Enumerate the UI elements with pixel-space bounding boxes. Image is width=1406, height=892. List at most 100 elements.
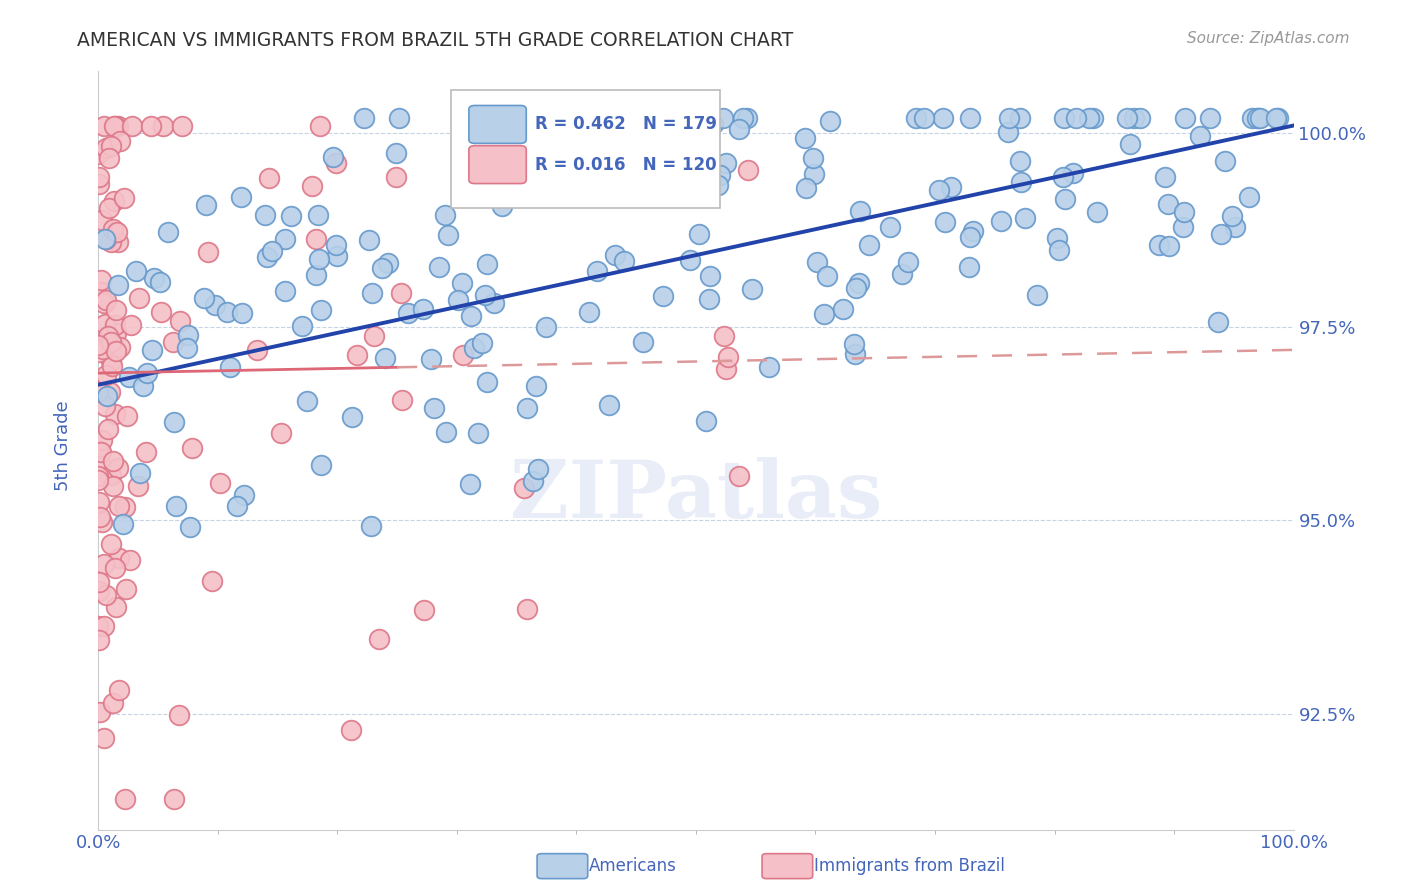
Point (94, 232, 117, 246)
Point (527, 462, 550, 476)
Point (100, 359, 122, 373)
Point (163, 415, 186, 429)
Point (150, 305, 173, 319)
Point (93, 119, 115, 133)
Point (697, 292, 720, 306)
Point (149, 276, 172, 290)
Point (1206, 315, 1229, 329)
Point (225, 499, 247, 513)
Point (87, 147, 110, 161)
Point (103, 119, 125, 133)
Point (1122, 111, 1144, 125)
Point (651, 289, 673, 303)
Point (1173, 205, 1195, 219)
Point (254, 208, 277, 222)
Point (737, 163, 759, 178)
Point (679, 252, 702, 267)
Point (713, 329, 735, 343)
Point (451, 348, 474, 362)
Point (707, 178, 730, 193)
Point (94, 399, 117, 413)
Point (107, 235, 129, 250)
Point (385, 146, 408, 161)
Point (1046, 230, 1069, 244)
Point (391, 393, 413, 408)
Point (550, 170, 572, 185)
Point (709, 169, 731, 183)
Point (714, 361, 737, 376)
Point (105, 225, 128, 239)
Point (94, 141, 117, 155)
Point (301, 179, 323, 194)
Point (578, 305, 600, 319)
Point (934, 215, 956, 229)
Point (1008, 111, 1031, 125)
Point (491, 199, 513, 213)
Point (295, 394, 318, 409)
Point (1010, 154, 1032, 169)
Point (688, 227, 710, 241)
Point (534, 319, 557, 334)
Point (120, 318, 142, 333)
Point (163, 791, 186, 805)
Point (128, 466, 150, 480)
Point (104, 318, 127, 333)
Point (98, 202, 121, 216)
Point (1014, 211, 1036, 226)
Point (813, 308, 835, 322)
Point (699, 268, 721, 283)
Point (447, 293, 470, 307)
Point (103, 194, 125, 208)
Point (87, 169, 110, 184)
Point (217, 305, 239, 319)
Point (94, 368, 117, 382)
Point (231, 306, 253, 320)
Point (912, 111, 935, 125)
Point (598, 398, 620, 412)
Point (359, 233, 381, 247)
Point (513, 481, 536, 495)
Point (1085, 205, 1108, 219)
Point (104, 344, 127, 359)
Point (87, 177, 110, 191)
Point (396, 306, 419, 320)
Point (167, 707, 190, 722)
Point (634, 119, 657, 133)
Point (204, 298, 226, 312)
Point (928, 183, 950, 197)
Point (87, 345, 110, 359)
Point (104, 119, 127, 133)
Point (389, 285, 412, 300)
Point (90, 273, 112, 287)
Point (96, 389, 118, 403)
Point (201, 574, 224, 588)
Point (195, 198, 218, 212)
Point (959, 111, 981, 125)
Point (97, 422, 120, 436)
Point (100, 468, 122, 483)
Point (467, 425, 489, 440)
Point (100, 354, 122, 368)
Point (89, 705, 111, 719)
Point (451, 276, 474, 290)
Point (516, 401, 538, 415)
Point (551, 170, 574, 185)
Point (139, 119, 162, 133)
Point (353, 111, 375, 125)
Point (340, 723, 363, 737)
Point (990, 214, 1012, 228)
Point (1077, 111, 1099, 125)
Text: R = 0.462   N = 179: R = 0.462 N = 179 (534, 115, 717, 134)
Point (818, 113, 841, 128)
Point (586, 263, 609, 277)
Point (94, 588, 117, 602)
Point (340, 409, 363, 424)
Point (274, 285, 297, 299)
Point (307, 208, 329, 222)
Point (1047, 243, 1070, 257)
Point (412, 302, 434, 317)
Point (371, 260, 394, 275)
Point (197, 245, 219, 260)
Point (842, 336, 865, 351)
Point (1198, 111, 1220, 125)
